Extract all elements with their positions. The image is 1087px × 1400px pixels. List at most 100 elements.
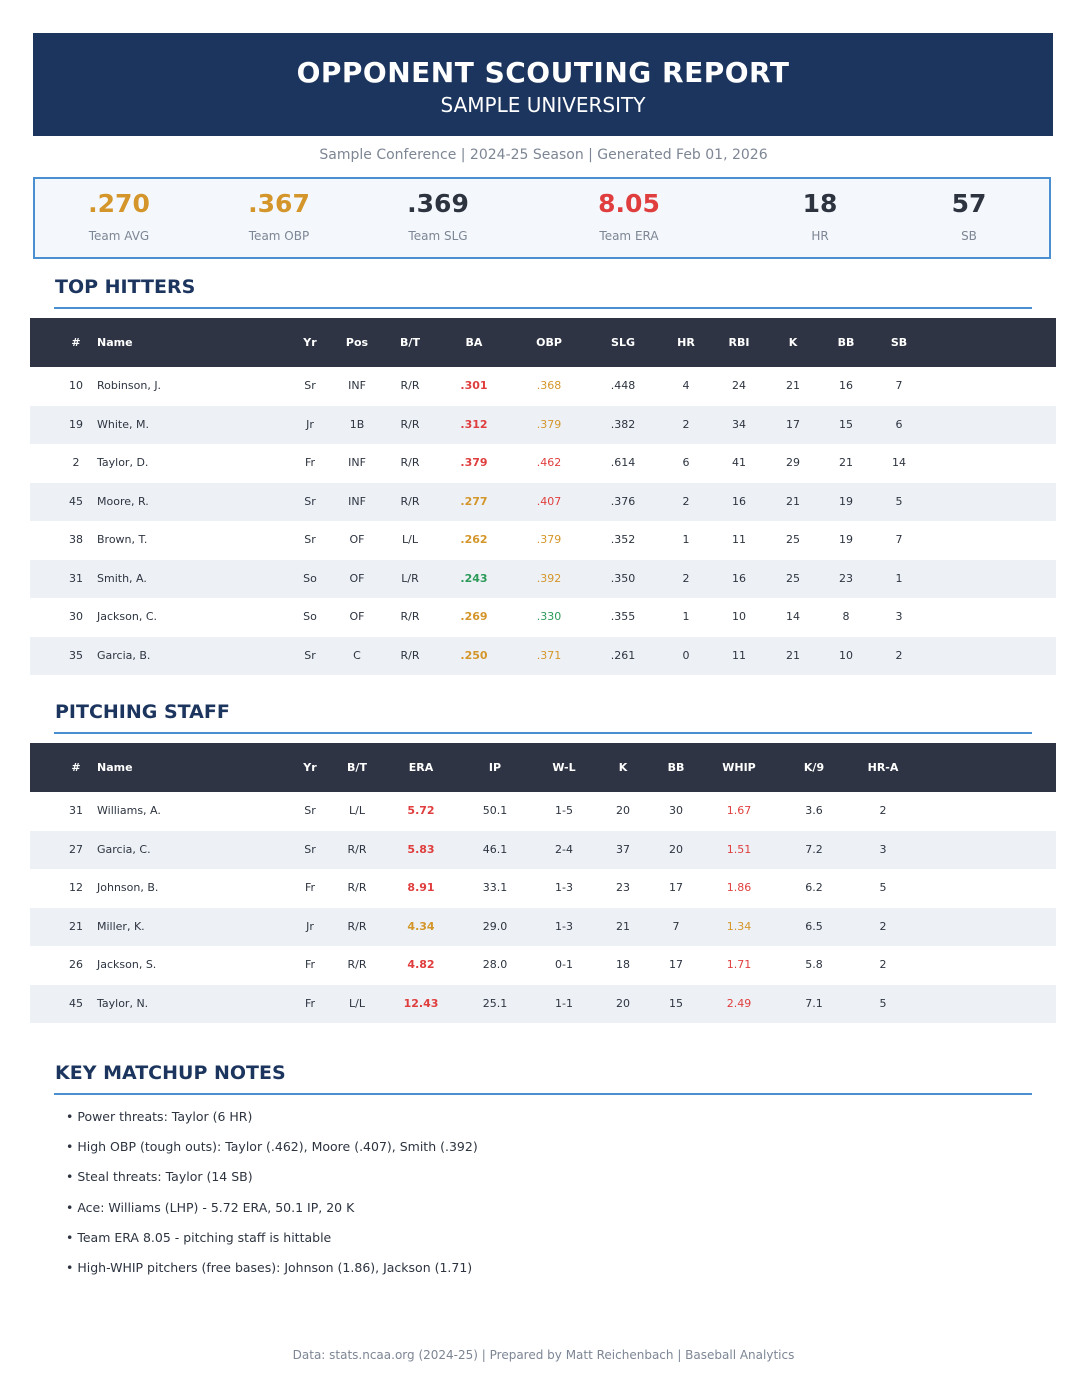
pitchers-cell-k: 23	[616, 881, 630, 894]
hitters-cell-yr: Sr	[304, 494, 316, 508]
hitters-col-header: #	[71, 336, 81, 349]
hitters-cell-pos: INF	[348, 456, 366, 469]
hitters-cell-yr: So	[303, 571, 317, 585]
hitters-cell-rbi: 11	[732, 533, 746, 546]
summary-stat-value: .367	[248, 189, 310, 218]
pitchers-col-header: WHIP	[722, 761, 756, 774]
pitchers-col-header: K	[618, 761, 628, 774]
pitchers-col-header: K/9	[803, 761, 825, 774]
summary-stat-value: 8.05	[598, 189, 660, 218]
pitchers-cell-hra: 2	[879, 958, 887, 971]
hitters-cell-bt: R/R	[400, 379, 420, 392]
pitchers-cell-wl: 1-3	[555, 919, 573, 933]
hitters-col-header: HR	[677, 336, 695, 349]
hitters-cell-ba: .243	[460, 571, 488, 585]
hitters-cell-ba: .379	[460, 456, 488, 469]
summary-stat: 8.05 Team ERA	[549, 179, 709, 243]
report-footer: Data: stats.ncaa.org (2024-25) | Prepare…	[292, 1348, 795, 1362]
pitchers-cell-yr: Jr	[306, 919, 314, 933]
pitchers-cell-wl: 1-5	[555, 804, 573, 817]
pitchers-section-title: PITCHING STAFF	[55, 701, 230, 723]
pitchers-cell-k: 18	[616, 958, 630, 971]
hitters-col-header: RBI	[728, 336, 750, 349]
matchup-note-item: • Power threats: Taylor (6 HR)	[66, 1109, 253, 1124]
pitchers-cell-yr: Fr	[304, 881, 316, 894]
hitters-cell-slg: .355	[610, 610, 636, 623]
pitchers-section-rule	[54, 732, 1032, 734]
pitchers-cell-bb: 30	[669, 804, 683, 817]
pitchers-col-header: #	[71, 761, 81, 774]
hitters-cell-ba: .312	[460, 417, 488, 431]
hitters-cell-slg: .261	[610, 648, 636, 662]
hitters-cell-num: 30	[69, 610, 83, 623]
table-row: 27 Garcia, C. Sr R/R 5.83 46.1 2-4 37 20 1.51 7.2 3	[30, 830, 1056, 869]
pitchers-cell-k9: 7.1	[805, 996, 823, 1010]
summary-stat: 18 HR	[740, 179, 900, 243]
hitters-cell-sb: 2	[895, 648, 903, 662]
hitters-cell-rbi: 41	[732, 456, 746, 469]
table-row: 21 Miller, K. Jr R/R 4.34 29.0 1-3 21 7 1.34 6.5 2	[30, 907, 1056, 946]
pitchers-cell-bt: R/R	[347, 958, 367, 971]
pitchers-cell-k: 37	[616, 842, 630, 856]
table-row: 30 Jackson, C. So OF R/R .269 .330 .355 1 10 14 8 3	[30, 598, 1056, 637]
pitchers-cell-ip: 46.1	[482, 842, 508, 856]
pitchers-cell-era: 5.83	[407, 842, 435, 856]
pitchers-cell-era: 4.82	[407, 958, 435, 971]
pitchers-cell-era: 5.72	[407, 804, 435, 817]
table-row: 38 Brown, T. Sr OF L/L .262.379.352 1 11 25 19 7	[30, 521, 1056, 560]
hitters-section-title: TOP HITTERS	[55, 276, 196, 298]
hitters-table: # Name Yr Pos B/T BA OBP SLG HR RBI K BB SB 10 Robinso…	[30, 318, 1056, 675]
table-row: 19 White, M. Jr 1B R/R .312 .379 .382 2 34 17 15 6	[30, 405, 1056, 444]
pitchers-cell-ip: 29.0	[482, 919, 508, 933]
hitters-cell-bb: 8	[842, 610, 850, 623]
pitchers-cell-bb: 7	[672, 919, 680, 933]
pitchers-cell-whip: 1.34	[726, 919, 752, 933]
pitchers-cell-num: 31	[69, 804, 83, 817]
hitters-cell-sb: 5	[895, 494, 903, 508]
hitters-cell-yr: Sr	[304, 533, 316, 546]
hitters-cell-ba: .277	[460, 494, 488, 508]
pitchers-cell-yr: Sr	[304, 842, 316, 856]
table-row: 2 Taylor, D. Fr INF R/R .379 .462 .614 6 41 29 21 14	[30, 444, 1056, 483]
pitchers-cell-yr: Sr	[304, 804, 316, 817]
hitters-cell-hr: 0	[682, 648, 690, 662]
hitters-cell-slg: .448	[610, 379, 636, 392]
summary-stat-label: Team SLG	[408, 229, 468, 243]
pitchers-cell-name: Williams, A.	[97, 804, 161, 817]
pitchers-cell-k9: 3.6	[805, 804, 823, 817]
summary-stat-label: Team ERA	[599, 229, 659, 243]
hitters-cell-bb: 19	[839, 533, 853, 546]
pitchers-cell-wl: 1-1	[555, 996, 573, 1010]
pitchers-col-header: IP	[488, 761, 502, 774]
hitters-col-header: B/T	[400, 336, 420, 349]
hitters-cell-bt: R/R	[400, 456, 420, 469]
hitters-col-header: Pos	[345, 336, 369, 349]
pitchers-cell-hra: 2	[879, 804, 887, 817]
hitters-cell-name: Jackson, C.	[97, 610, 158, 623]
hitters-cell-k: 17	[786, 417, 800, 431]
hitters-cell-num: 2	[72, 456, 80, 469]
hitters-cell-hr: 4	[682, 379, 690, 392]
hitters-cell-pos: OF	[349, 610, 365, 623]
hitters-cell-rbi: 24	[732, 379, 746, 392]
pitchers-cell-whip: 1.67	[726, 804, 752, 817]
hitters-col-header: Yr	[303, 336, 317, 349]
hitters-cell-rbi: 16	[732, 571, 746, 585]
pitchers-cell-ip: 33.1	[482, 881, 508, 894]
pitchers-cell-whip: 2.49	[726, 996, 752, 1010]
hitters-cell-obp: .462	[536, 456, 562, 469]
hitters-cell-pos: OF	[349, 533, 365, 546]
hitters-cell-num: 31	[69, 571, 83, 585]
hitters-cell-name: Smith, A.	[97, 571, 147, 585]
summary-stat-value: .369	[407, 189, 469, 218]
pitchers-col-header: ERA	[408, 761, 434, 774]
summary-stat-value: 57	[951, 189, 987, 218]
hitters-cell-bt: L/R	[401, 571, 419, 585]
pitchers-cell-bb: 15	[669, 996, 683, 1010]
hitters-cell-num: 10	[69, 379, 83, 392]
hitters-cell-bt: R/R	[400, 417, 420, 431]
pitchers-cell-ip: 25.1	[482, 996, 508, 1010]
hitters-cell-sb: 3	[895, 610, 903, 623]
pitchers-cell-k: 21	[616, 919, 630, 933]
pitchers-col-header: W-L	[552, 761, 576, 774]
